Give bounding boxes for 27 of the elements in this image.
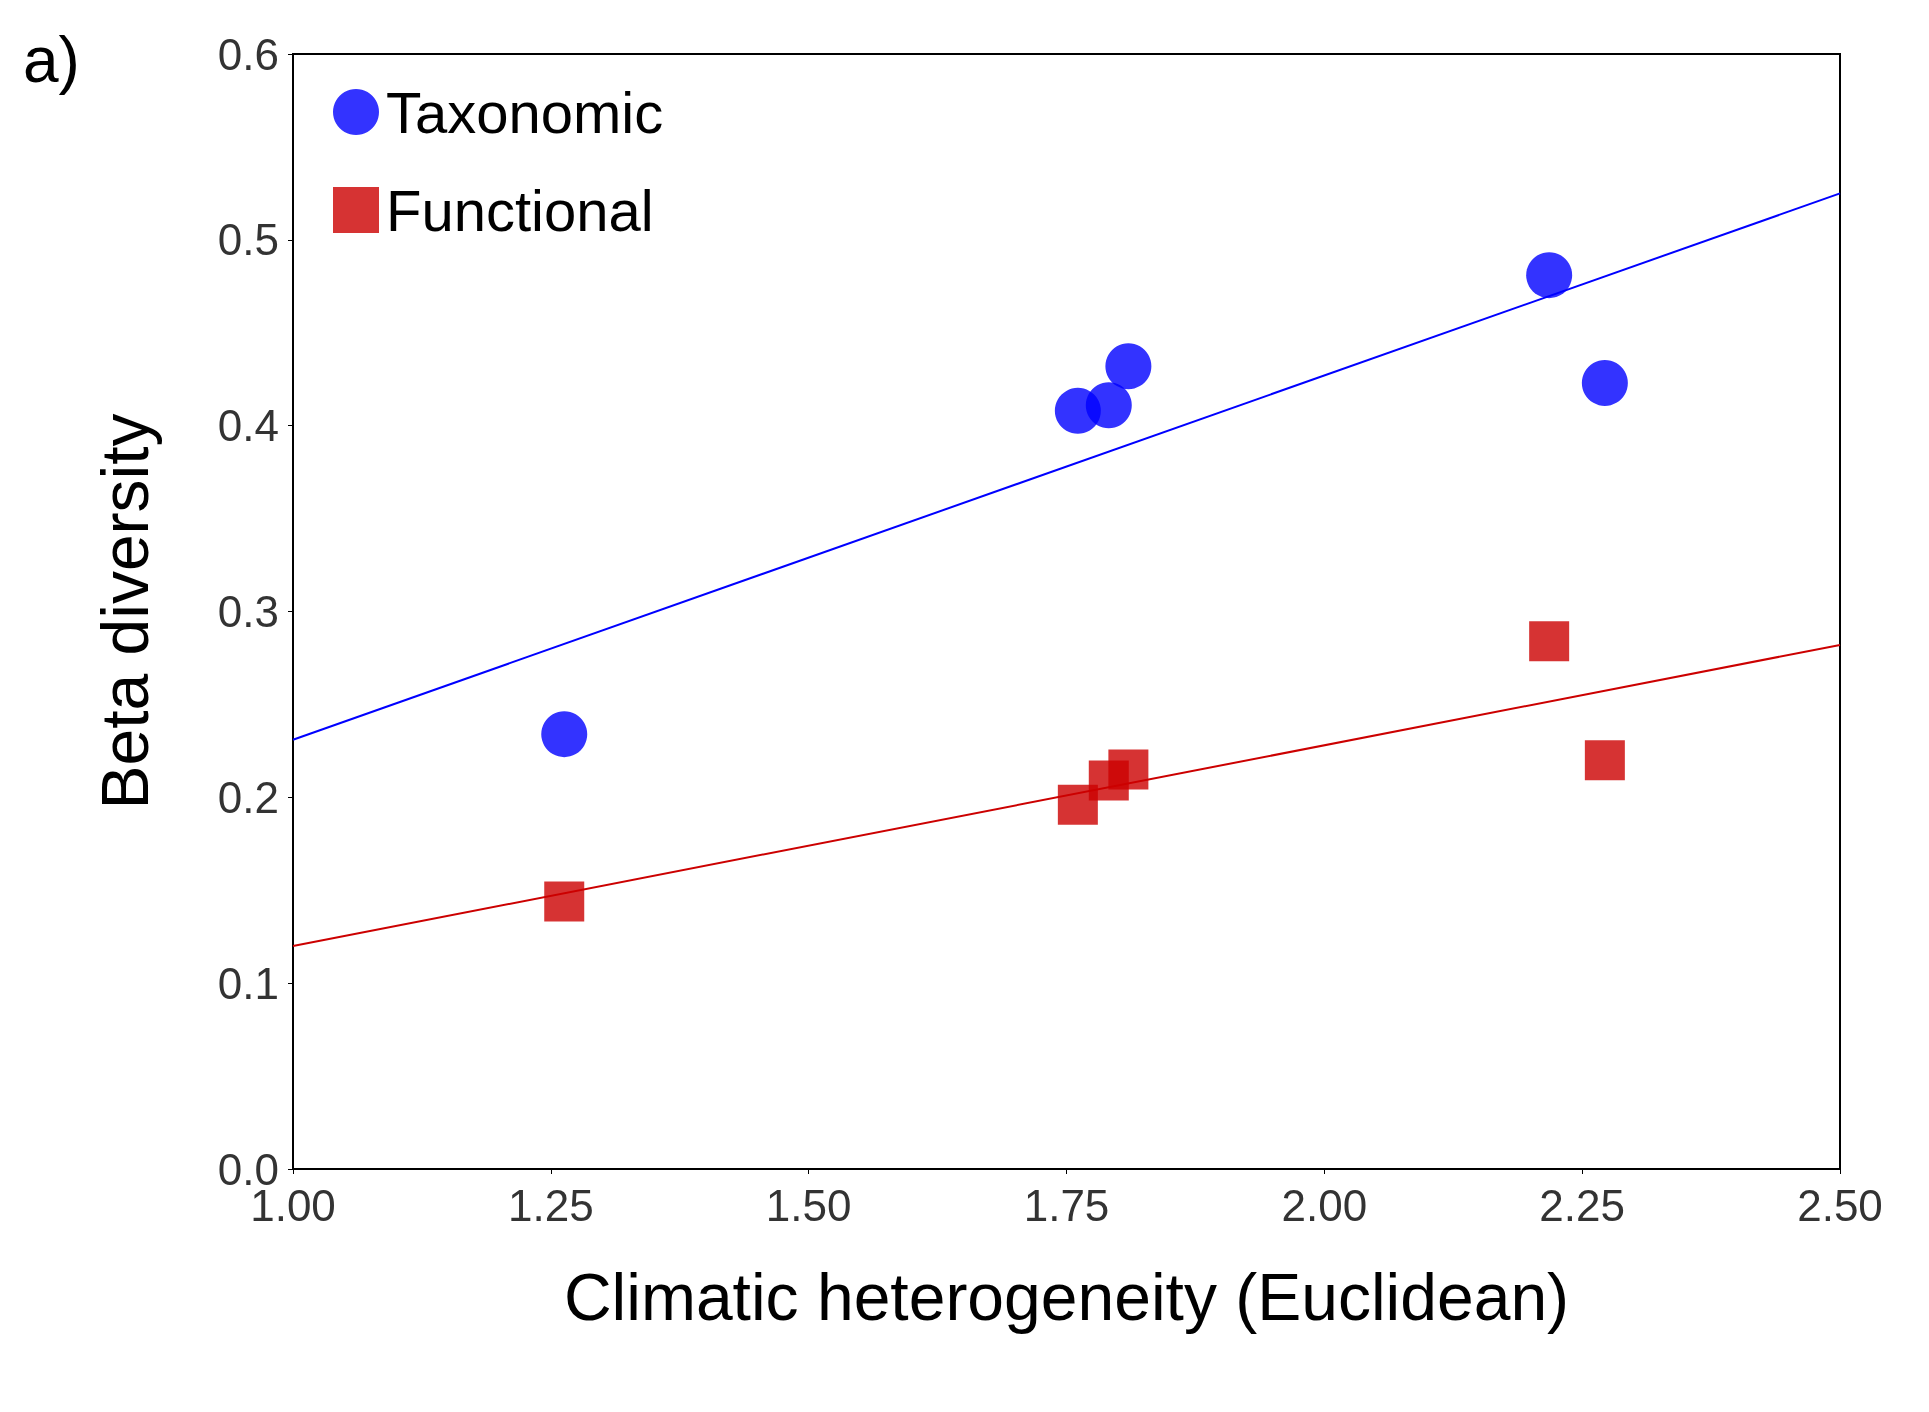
point (1526, 252, 1573, 299)
x-tick-label: 1.25 (508, 1180, 594, 1230)
point (1085, 382, 1132, 429)
y-tick-label: 0.3 (217, 587, 279, 636)
x-tick-label: 2.00 (1281, 1180, 1368, 1230)
point (1108, 749, 1149, 790)
legend-label: Taxonomic (386, 79, 664, 145)
text: a) (23, 24, 80, 96)
x-tick-label: 2.25 (1539, 1180, 1625, 1230)
point (544, 881, 585, 922)
point (1581, 359, 1628, 406)
point (1105, 343, 1152, 390)
y-tick-label: 0.5 (217, 215, 279, 265)
y-tick-label: 0.1 (217, 958, 279, 1008)
point (541, 711, 588, 758)
y-axis-title: Beta diversity (88, 413, 162, 810)
point (1584, 740, 1625, 781)
y-tick-label: 0.4 (217, 401, 279, 451)
y-tick-label: 0.6 (217, 29, 279, 79)
x-tick-label: 2.50 (1797, 1180, 1883, 1230)
point (1529, 621, 1570, 662)
x-tick-label: 1.50 (765, 1180, 852, 1230)
x-axis-title: Climatic heterogeneity (Euclidean) (563, 1260, 1570, 1334)
point (1057, 784, 1098, 825)
y-tick-label: 0.2 (217, 772, 279, 822)
x-tick-label: 1.75 (1023, 1180, 1110, 1230)
legend-label: Functional (386, 177, 654, 243)
